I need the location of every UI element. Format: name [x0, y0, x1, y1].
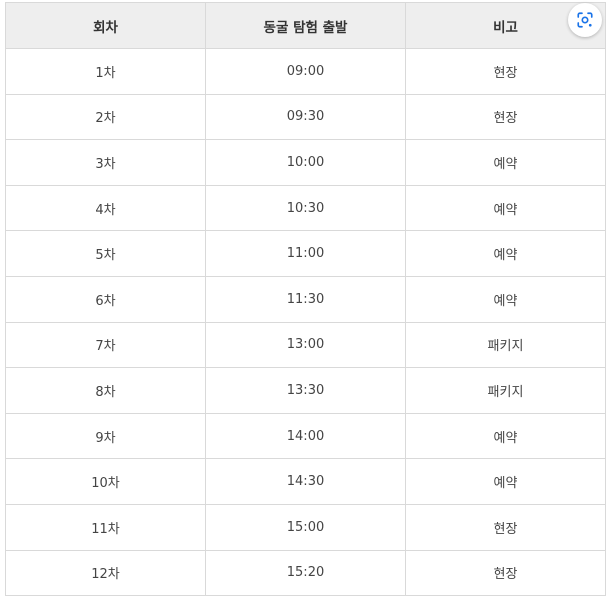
table-row: 2차 09:30 현장	[5, 93, 606, 141]
schedule-table-container: 회차 동굴 탐험 출발 비고 1차 09:00 현장 2차 09:30 현장 3…	[5, 2, 606, 597]
table-row: 7차 13:00 패키지	[5, 321, 606, 369]
cell-note: 현장	[405, 93, 606, 141]
cell-note: 현장	[405, 503, 606, 551]
table-row: 3차 10:00 예약	[5, 139, 606, 186]
cell-time: 11:00	[205, 230, 406, 277]
header-round: 회차	[5, 2, 206, 49]
cell-note: 패키지	[405, 367, 606, 414]
cell-time: 11:30	[205, 275, 406, 323]
cell-round: 7차	[5, 321, 206, 369]
visual-search-icon	[577, 12, 593, 28]
cell-time: 10:30	[205, 184, 406, 232]
table-row: 5차 11:00 예약	[5, 230, 606, 277]
cell-round: 10차	[5, 458, 206, 505]
table-row: 12차 15:20 현장	[5, 549, 606, 597]
cell-time: 13:30	[205, 367, 406, 414]
cell-round: 1차	[5, 48, 206, 95]
cell-time: 10:00	[205, 139, 406, 186]
cell-round: 3차	[5, 139, 206, 186]
cell-time: 15:00	[205, 503, 406, 551]
header-departure-time: 동굴 탐험 출발	[205, 2, 406, 49]
table-row: 10차 14:30 예약	[5, 458, 606, 505]
table-row: 11차 15:00 현장	[5, 503, 606, 551]
table-row: 6차 11:30 예약	[5, 275, 606, 323]
cell-note: 예약	[405, 230, 606, 277]
cell-note: 예약	[405, 458, 606, 505]
cell-time: 15:20	[205, 549, 406, 597]
visual-search-button[interactable]	[568, 3, 602, 37]
cell-note: 예약	[405, 412, 606, 460]
cell-note: 예약	[405, 139, 606, 186]
cell-note: 예약	[405, 184, 606, 232]
table-row: 8차 13:30 패키지	[5, 367, 606, 414]
cell-round: 9차	[5, 412, 206, 460]
table-row: 4차 10:30 예약	[5, 184, 606, 232]
table-header-row: 회차 동굴 탐험 출발 비고	[5, 2, 606, 49]
table-row: 9차 14:00 예약	[5, 412, 606, 460]
cell-round: 12차	[5, 549, 206, 597]
cell-note: 패키지	[405, 321, 606, 369]
cell-note: 예약	[405, 275, 606, 323]
table-row: 1차 09:00 현장	[5, 48, 606, 95]
cell-round: 2차	[5, 93, 206, 141]
cell-time: 14:30	[205, 458, 406, 505]
cell-round: 5차	[5, 230, 206, 277]
cell-time: 13:00	[205, 321, 406, 369]
cell-time: 09:00	[205, 48, 406, 95]
cell-round: 8차	[5, 367, 206, 414]
cell-round: 4차	[5, 184, 206, 232]
cell-round: 11차	[5, 503, 206, 551]
cell-time: 09:30	[205, 93, 406, 141]
cell-note: 현장	[405, 549, 606, 597]
cell-round: 6차	[5, 275, 206, 323]
schedule-table: 회차 동굴 탐험 출발 비고 1차 09:00 현장 2차 09:30 현장 3…	[5, 2, 606, 597]
cell-note: 현장	[405, 48, 606, 95]
cell-time: 14:00	[205, 412, 406, 460]
